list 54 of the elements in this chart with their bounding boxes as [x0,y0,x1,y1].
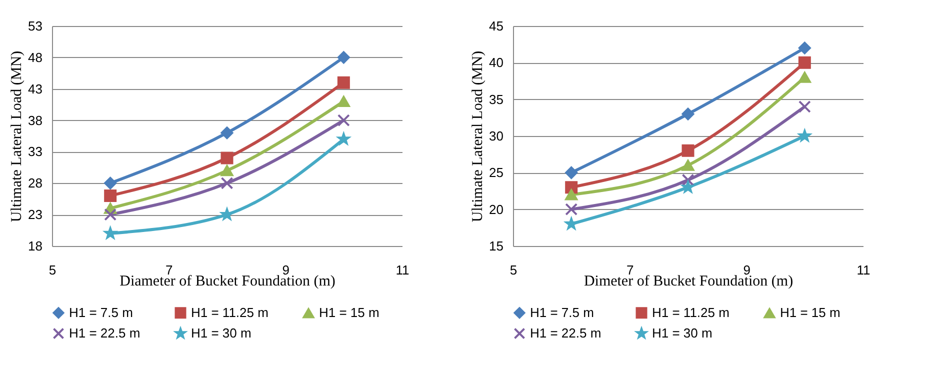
y-tick-label: 25 [489,165,504,180]
y-tick-label: 33 [28,144,42,160]
point [104,176,117,190]
x-tick-label: 11 [856,262,870,278]
legend-label: H1 = 7.5 m [530,304,594,320]
point [565,166,578,179]
point [220,126,234,140]
point [565,181,578,194]
point [798,100,811,113]
point [682,108,694,120]
point [682,160,694,171]
point [798,42,811,54]
point [337,96,350,107]
legend-label: H1 = 30 m [652,326,712,340]
x-tick-label: 5 [510,262,518,278]
y-tick-label: 35 [489,92,504,107]
y-tick-label: 15 [489,238,504,254]
point [798,56,811,69]
point [682,144,694,157]
y-tick-label: 18 [28,238,42,254]
legend-label: H1 = 11.25 m [652,304,730,320]
y-tick-label: 48 [28,50,42,65]
y-tick-label: 23 [28,207,42,222]
point [337,76,350,89]
y-tick-label: 53 [28,18,42,34]
point [220,176,234,190]
point [104,208,117,221]
point [565,189,578,200]
x-tick-label: 5 [48,262,56,278]
y-tick-label: 38 [28,112,42,128]
legend-label: H1 = 22.5 m [530,326,602,340]
y-tick-label: 40 [489,55,504,70]
x-tick-label: 11 [396,262,410,278]
legend-label: H1 = 11.25 m [191,304,268,320]
point [565,203,578,216]
y-tick-label: 43 [28,81,42,96]
point [337,114,350,127]
legend-label: H1 = 22.5 m [69,326,140,340]
legend-label: H1 = 15 m [780,305,840,320]
point [682,174,694,186]
y-tick-label: 45 [489,18,504,34]
y-axis-title: Ultimate Lateral Load (MN) [9,50,26,222]
y-tick-label: 28 [28,176,42,191]
legend-label: H1 = 15 m [319,305,380,320]
y-tick-label: 30 [489,128,504,144]
point [220,165,234,176]
point [337,51,350,64]
y-tick-label: 20 [489,202,504,217]
legend-label: H1 = 30 m [191,326,252,340]
point [104,189,117,202]
point [220,152,234,164]
point [798,72,811,83]
legend-label: H1 = 7.5 m [69,304,133,320]
y-axis-title: Ultimate Lateral Load (MN) [470,50,486,222]
